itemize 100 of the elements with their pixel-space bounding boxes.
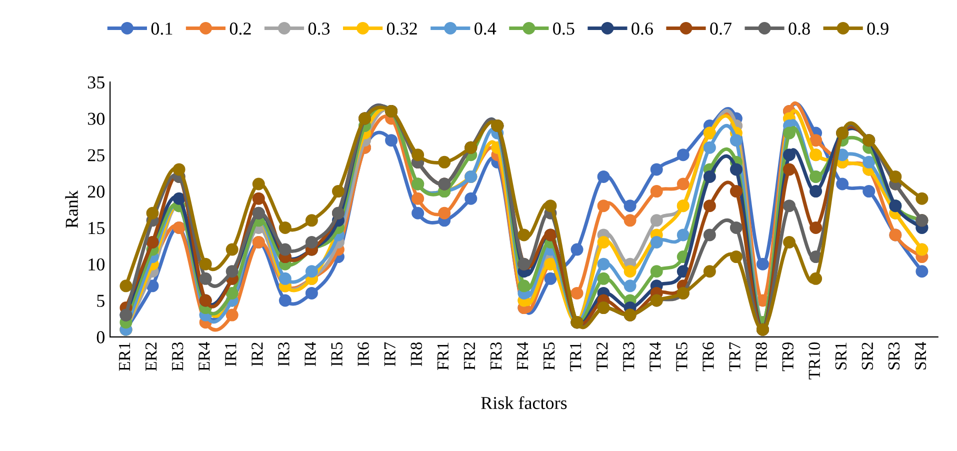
point bbox=[862, 156, 876, 168]
point bbox=[385, 134, 398, 147]
point bbox=[597, 236, 610, 248]
point bbox=[783, 126, 796, 140]
x-tick-label: TR1 bbox=[570, 342, 582, 372]
point bbox=[624, 280, 636, 292]
legend-label: 0.5 bbox=[553, 22, 574, 35]
point bbox=[703, 141, 716, 154]
point bbox=[518, 228, 530, 242]
x-tick-label: TR10 bbox=[808, 342, 820, 380]
x-tick-label: FR3 bbox=[490, 342, 502, 370]
y-tick-label: 0 bbox=[96, 331, 105, 344]
point bbox=[650, 163, 663, 176]
point bbox=[650, 236, 663, 248]
point bbox=[624, 265, 636, 278]
point bbox=[438, 156, 451, 168]
point bbox=[146, 206, 159, 220]
point bbox=[730, 250, 742, 264]
point bbox=[518, 280, 530, 292]
point bbox=[597, 258, 610, 270]
point bbox=[730, 185, 742, 198]
point bbox=[278, 221, 292, 234]
x-tick-label: IR8 bbox=[410, 342, 422, 366]
x-tick-label: ER2 bbox=[145, 342, 157, 371]
point bbox=[650, 185, 663, 198]
point bbox=[730, 134, 742, 147]
point bbox=[305, 236, 318, 248]
point bbox=[624, 200, 636, 212]
point bbox=[332, 185, 344, 198]
x-tick-label: TR8 bbox=[756, 342, 767, 372]
y-tick-label: 25 bbox=[88, 149, 104, 162]
y-axis-title: Rank bbox=[65, 190, 78, 228]
x-tick-label: TR7 bbox=[729, 342, 740, 372]
point bbox=[226, 308, 238, 322]
point bbox=[120, 280, 132, 292]
x-tick-label: IR3 bbox=[278, 342, 290, 366]
point bbox=[278, 243, 292, 256]
x-axis-title: Risk factors bbox=[481, 396, 567, 410]
x-tick-label: FR5 bbox=[544, 342, 555, 370]
point bbox=[676, 228, 690, 242]
point bbox=[305, 286, 318, 300]
point bbox=[199, 258, 212, 270]
point bbox=[730, 221, 742, 234]
legend-label: 0.3 bbox=[308, 22, 330, 35]
point bbox=[810, 272, 822, 285]
point bbox=[570, 243, 584, 256]
x-tick-label: TR5 bbox=[676, 342, 688, 372]
point bbox=[252, 178, 265, 190]
legend-label: 0.32 bbox=[386, 22, 417, 35]
x-tick-label: SR3 bbox=[888, 342, 900, 370]
y-tick-label: 15 bbox=[88, 222, 104, 234]
x-tick-label: ER1 bbox=[118, 342, 130, 371]
x-tick-label: SR2 bbox=[862, 342, 874, 370]
point bbox=[146, 280, 159, 292]
point bbox=[544, 200, 557, 212]
x-tick-label: SR1 bbox=[835, 342, 847, 370]
x-tick-label: ER4 bbox=[198, 342, 210, 371]
point bbox=[544, 272, 557, 285]
point bbox=[703, 228, 716, 242]
x-tick-label: TR6 bbox=[702, 342, 714, 372]
point bbox=[703, 200, 716, 212]
y-tick-label: 5 bbox=[97, 294, 104, 307]
x-tick-label: IR4 bbox=[304, 342, 316, 366]
x-tick-label: FR2 bbox=[464, 342, 475, 370]
x-tick-label: TR4 bbox=[650, 342, 661, 372]
point bbox=[226, 243, 238, 256]
point bbox=[412, 206, 424, 220]
point bbox=[278, 294, 292, 307]
point bbox=[756, 258, 769, 270]
x-tick-label: TR3 bbox=[623, 342, 634, 372]
x-tick-label: IR2 bbox=[252, 342, 263, 366]
point bbox=[278, 272, 292, 285]
point bbox=[810, 185, 822, 198]
point bbox=[703, 170, 716, 183]
point bbox=[412, 148, 424, 162]
point bbox=[916, 265, 928, 278]
point bbox=[438, 206, 451, 220]
point bbox=[650, 214, 663, 227]
point bbox=[676, 178, 690, 190]
x-tick-label: IR1 bbox=[225, 342, 236, 366]
point bbox=[172, 163, 186, 176]
y-tick-label: 30 bbox=[88, 112, 105, 125]
point bbox=[464, 192, 478, 205]
x-tick-label: SR4 bbox=[914, 342, 926, 370]
point bbox=[810, 221, 822, 234]
point bbox=[810, 134, 822, 147]
point bbox=[597, 200, 610, 212]
point bbox=[412, 192, 424, 205]
x-tick-label: IR6 bbox=[358, 342, 369, 366]
x-tick-label: ER3 bbox=[172, 342, 184, 371]
x-tick-label: IR7 bbox=[384, 342, 396, 366]
point bbox=[862, 185, 876, 198]
point bbox=[199, 272, 212, 285]
point bbox=[836, 178, 849, 190]
point bbox=[597, 272, 610, 285]
point bbox=[172, 192, 186, 205]
point bbox=[889, 170, 902, 183]
legend-label: 0.7 bbox=[710, 22, 732, 35]
y-tick-label: 20 bbox=[88, 186, 105, 198]
point bbox=[783, 236, 796, 248]
